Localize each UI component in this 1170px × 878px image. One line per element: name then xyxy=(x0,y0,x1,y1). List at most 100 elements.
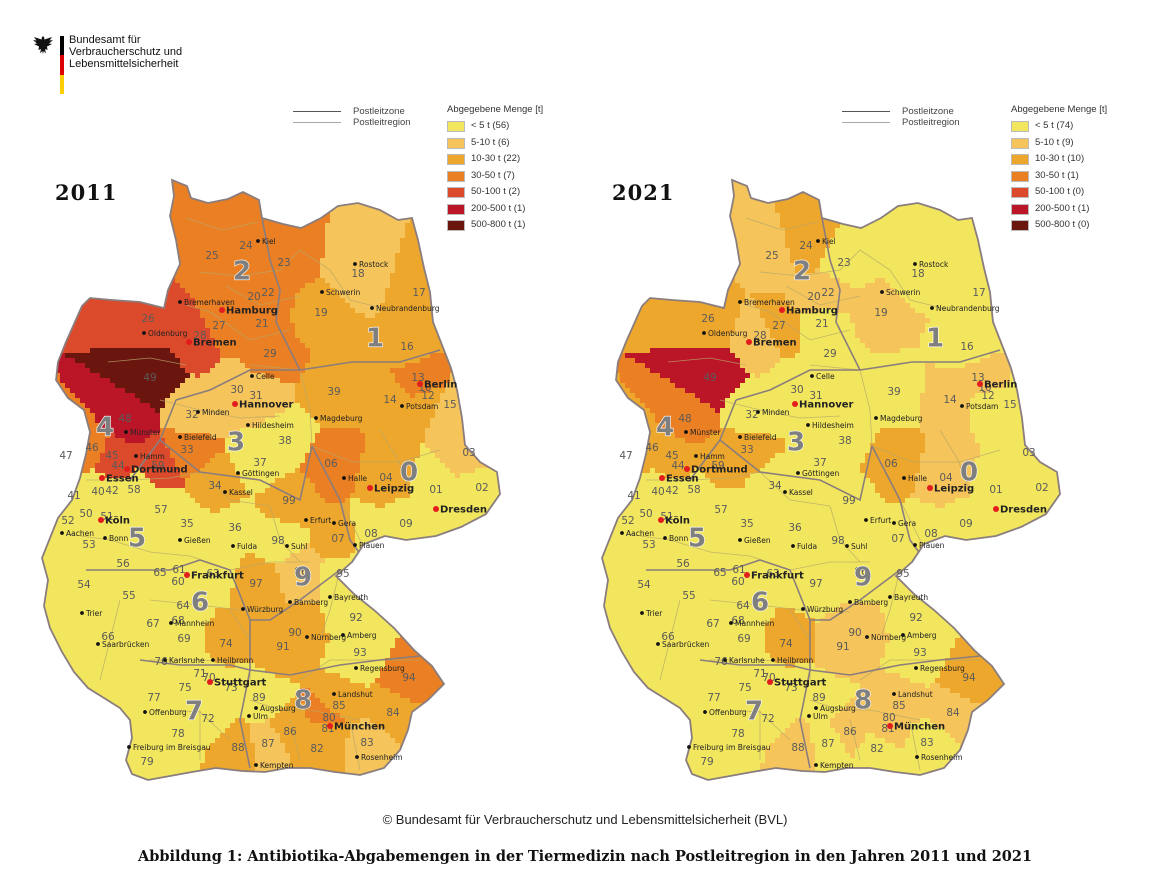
legend-label: 10-30 t (22) xyxy=(471,153,521,164)
legend-swatch xyxy=(1011,220,1029,231)
city-dot xyxy=(417,381,423,387)
zone-boundary xyxy=(250,569,341,621)
city-dot xyxy=(738,300,742,304)
region-boundary xyxy=(225,285,301,306)
region-label-98: 98 xyxy=(831,535,844,547)
city-label: Hamm xyxy=(700,452,725,461)
region-label-41: 41 xyxy=(627,490,640,502)
flag-red xyxy=(60,55,64,75)
zone-label-6: 6 xyxy=(751,588,769,618)
federal-eagle-icon xyxy=(33,36,53,54)
city-dot xyxy=(231,544,235,548)
region-label-95: 95 xyxy=(336,568,349,580)
city-dot xyxy=(127,745,131,749)
region-label-25: 25 xyxy=(205,250,218,262)
copyright-notice: © Bundesamt für Verbraucherschutz und Le… xyxy=(382,812,788,827)
region-label-01: 01 xyxy=(989,484,1002,496)
region-label-77: 77 xyxy=(147,692,160,704)
region-label-86: 86 xyxy=(843,726,857,738)
region-boundary xyxy=(185,304,291,341)
city-label: Würzburg xyxy=(247,605,283,614)
zone-boundary xyxy=(735,369,860,401)
city-label: Kempten xyxy=(820,761,854,770)
city-dot xyxy=(247,714,251,718)
city-dot xyxy=(738,538,742,542)
region-boundary xyxy=(745,217,819,231)
city-dot xyxy=(163,658,167,662)
city-label: Köln xyxy=(105,516,130,527)
city-label: Heilbronn xyxy=(217,656,253,665)
region-label-45: 45 xyxy=(105,450,118,462)
region-label-26: 26 xyxy=(701,313,715,325)
region-label-69: 69 xyxy=(737,633,750,645)
legend-label: 10-30 t (10) xyxy=(1035,153,1085,164)
region-label-48: 48 xyxy=(118,413,131,425)
region-label-08: 08 xyxy=(924,528,937,540)
city-dot xyxy=(927,485,933,491)
city-label: Amberg xyxy=(347,631,377,640)
city-dot xyxy=(211,658,215,662)
city-dot xyxy=(816,239,820,243)
city-label: Berlin xyxy=(984,380,1017,391)
zone-label-6: 6 xyxy=(191,588,209,618)
city-dot xyxy=(658,517,664,523)
region-fill-class-2 xyxy=(185,180,500,780)
region-label-64: 64 xyxy=(176,600,190,612)
region-label-35: 35 xyxy=(740,518,753,530)
region-label-03: 03 xyxy=(1022,447,1035,459)
region-label-89: 89 xyxy=(812,692,825,704)
city-label: Celle xyxy=(256,372,275,381)
region-label-34: 34 xyxy=(768,480,782,492)
region-label-73: 73 xyxy=(784,682,797,694)
city-label: Landshut xyxy=(338,690,373,699)
region-label-40: 40 xyxy=(91,486,104,498)
region-label-99: 99 xyxy=(282,495,295,507)
region-label-21: 21 xyxy=(255,318,268,330)
region-boundary xyxy=(349,719,361,771)
city-label: Göttingen xyxy=(802,469,839,478)
region-boundary xyxy=(269,505,301,563)
region-label-32: 32 xyxy=(745,409,758,421)
region-label-61: 61 xyxy=(172,564,185,576)
legend-title: Abgegebene Menge [t] xyxy=(1011,104,1108,115)
city-label: Bremen xyxy=(193,338,237,349)
city-label: Regensburg xyxy=(920,664,965,673)
city-dot xyxy=(332,692,336,696)
line-legend-zone-label: Postleitzone xyxy=(353,106,405,117)
region-label-46: 46 xyxy=(85,442,99,454)
zone-boundary xyxy=(821,217,861,371)
agency-line-1: Bundesamt für xyxy=(69,34,141,46)
region-label-28: 28 xyxy=(193,330,206,342)
city-label: Frankfurt xyxy=(191,571,244,582)
flag-black xyxy=(60,36,64,56)
region-label-33: 33 xyxy=(180,444,193,456)
region-label-63: 63 xyxy=(766,568,779,580)
zone-boundary xyxy=(719,439,873,502)
region-label-03: 03 xyxy=(462,447,475,459)
region-boundary xyxy=(299,369,313,447)
city-label: Aachen xyxy=(66,529,94,538)
region-label-13: 13 xyxy=(971,372,984,384)
region-label-86: 86 xyxy=(283,726,297,738)
region-boundary xyxy=(199,249,301,277)
region-label-82: 82 xyxy=(870,743,883,755)
city-dot xyxy=(354,666,358,670)
legend-swatch xyxy=(1011,187,1029,198)
city-dot xyxy=(142,331,146,335)
city-label: Gera xyxy=(338,519,356,528)
region-label-57: 57 xyxy=(154,504,167,516)
region-label-50: 50 xyxy=(79,508,92,520)
city-dot xyxy=(810,374,814,378)
region-boundary xyxy=(149,599,291,613)
region-label-37: 37 xyxy=(813,457,826,469)
city-dot xyxy=(880,290,884,294)
region-boundary xyxy=(659,599,681,681)
zone-label-9: 9 xyxy=(854,563,872,593)
city-dot xyxy=(771,658,775,662)
city-label: Regensburg xyxy=(360,664,405,673)
legend-item: 200-500 t (1) xyxy=(1011,203,1107,220)
city-dot xyxy=(80,611,84,615)
region-label-68: 68 xyxy=(171,615,184,627)
region-label-42: 42 xyxy=(665,485,678,497)
